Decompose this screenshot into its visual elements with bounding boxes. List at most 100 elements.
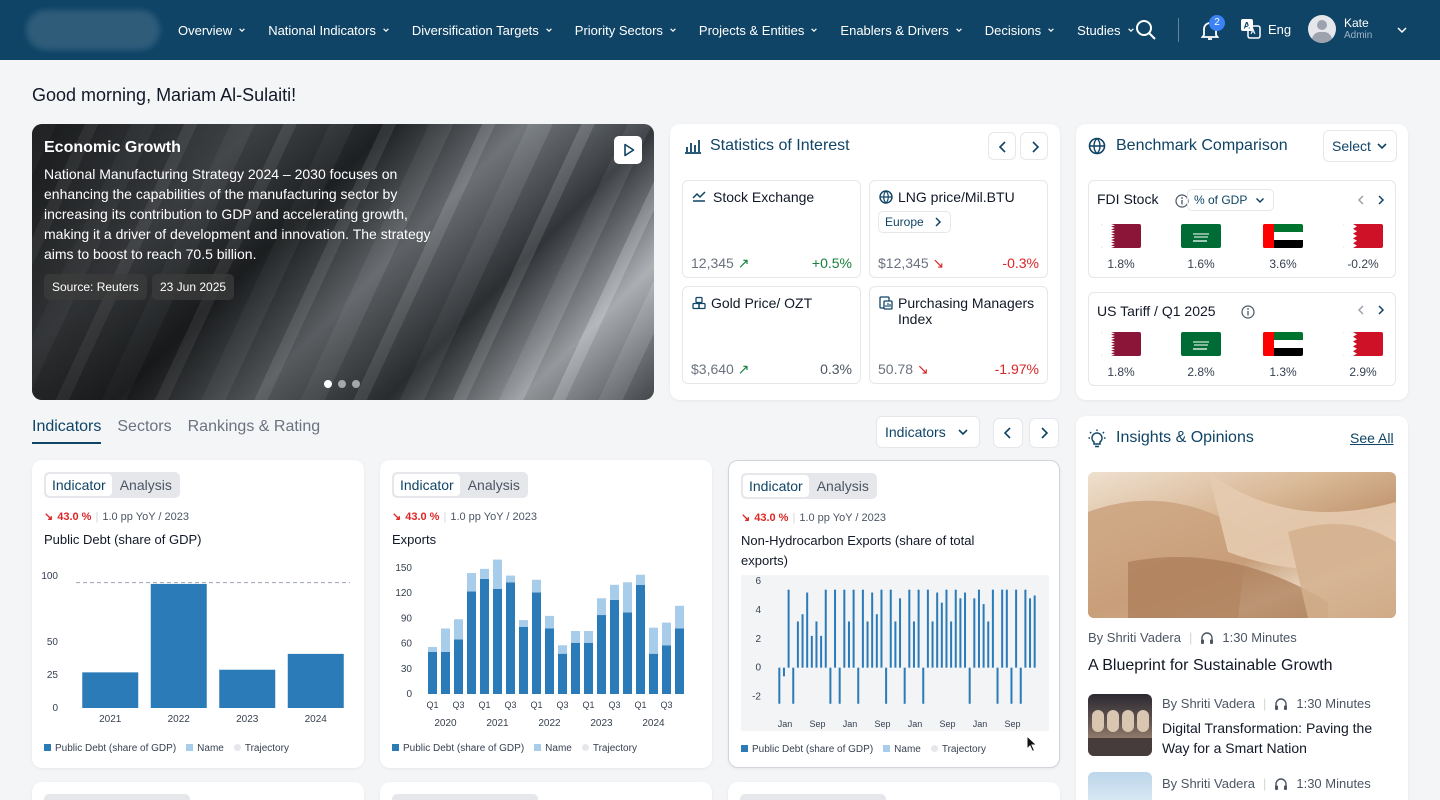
view-toggle[interactable] <box>740 794 886 800</box>
document-chart-icon <box>879 296 893 310</box>
public-debt-chart: 0 25 50 100 2021 2022 2023 2024 <box>41 571 350 725</box>
bar <box>792 667 795 704</box>
toggle-analysis[interactable]: Analysis <box>816 478 869 494</box>
unit-dropdown[interactable]: % of GDP <box>1187 189 1275 211</box>
x-tick-label: 2023 <box>236 714 259 725</box>
stat-value-text: $12,345 <box>878 255 929 271</box>
toggle-indicator[interactable]: Indicator <box>46 474 112 496</box>
bar <box>787 589 790 668</box>
indicator-percent: 43.0 % <box>405 510 440 523</box>
toggle-analysis[interactable]: Analysis <box>119 477 172 493</box>
menu-overview[interactable]: Overview <box>178 23 246 38</box>
translate-icon: A <box>1241 19 1261 39</box>
insight-thumbnail[interactable] <box>1088 694 1152 756</box>
arrow-up-right-icon: ↗ <box>737 361 750 377</box>
indicators-filter[interactable]: Indicators <box>876 416 980 448</box>
stat-change: -0.3% <box>1002 255 1039 271</box>
toggle-indicator[interactable]: Indicator <box>394 474 460 496</box>
chevron-left-icon[interactable] <box>1357 305 1365 315</box>
bar <box>796 621 799 668</box>
see-all-link[interactable]: See All <box>1350 430 1394 446</box>
bar <box>806 592 809 668</box>
user-menu[interactable]: Kate Admin <box>1308 15 1372 43</box>
hero-carousel[interactable]: Economic Growth National Manufacturing S… <box>32 124 654 400</box>
x-tick-label: Q1 <box>478 700 490 710</box>
bar <box>519 626 528 694</box>
prev-button[interactable] <box>993 418 1023 448</box>
chevron-down-icon <box>955 28 962 33</box>
menu-enablers-drivers[interactable]: Enablers & Drivers <box>840 23 962 38</box>
menu-priority-sectors[interactable]: Priority Sectors <box>575 23 677 38</box>
chart-legend: Public Debt (share of GDP) Name Trajecto… <box>44 743 289 754</box>
legend-item: Public Debt (share of GDP) <box>44 743 176 754</box>
menu-national-indicators[interactable]: National Indicators <box>268 23 390 38</box>
menu-projects-entities[interactable]: Projects & Entities <box>699 23 819 38</box>
view-toggle: Indicator Analysis <box>741 473 877 499</box>
stat-change: -1.97% <box>994 361 1039 377</box>
benchmark-select[interactable]: Select <box>1323 130 1397 162</box>
stat-card-stock-exchange[interactable]: Stock Exchange 12,345 ↗ +0.5% <box>682 180 861 278</box>
legend-label: Name <box>894 744 921 755</box>
legend-swatch <box>233 744 241 751</box>
x-tick-label: Sep <box>874 719 890 729</box>
legend-item: Public Debt (share of GDP) <box>741 744 873 755</box>
bar <box>532 579 541 593</box>
separator: | <box>1262 776 1267 791</box>
menu-diversification-targets[interactable]: Diversification Targets <box>412 23 553 38</box>
insight-thumbnail[interactable] <box>1088 772 1152 800</box>
menu-studies[interactable]: Studies <box>1077 23 1134 38</box>
bar <box>597 615 606 694</box>
next-button[interactable] <box>1020 132 1048 160</box>
chevron-right-icon[interactable] <box>1377 305 1385 315</box>
toggle-indicator[interactable]: Indicator <box>743 475 809 497</box>
legend-label: Public Debt (share of GDP) <box>55 743 177 754</box>
stat-card-pmi[interactable]: Purchasing Managers Index 50.78 ↘ -1.97% <box>869 286 1048 384</box>
flag-qatar <box>1101 332 1141 356</box>
bar <box>428 652 437 694</box>
insight-title[interactable]: Digital Transformation: Paving the Way f… <box>1162 720 1373 756</box>
info-icon[interactable] <box>1241 305 1255 319</box>
bar <box>662 645 671 694</box>
bar <box>894 621 897 668</box>
stat-card-lng-price[interactable]: LNG price/Mil.BTU Europe $12,345 ↘ -0.3% <box>869 180 1048 278</box>
carousel-dot[interactable] <box>352 380 360 388</box>
view-toggle[interactable] <box>44 794 190 800</box>
language-switch[interactable]: A Eng <box>1240 18 1291 40</box>
arrow-down-right-icon: ↘ <box>741 512 751 524</box>
stat-card-gold-price[interactable]: Gold Price/ OZT $3,640 ↗ 0.3% <box>682 286 861 384</box>
bar <box>558 645 567 654</box>
carousel-dot[interactable] <box>338 380 346 388</box>
insight-featured-image[interactable] <box>1088 472 1396 618</box>
chevron-right-icon[interactable] <box>1377 195 1385 205</box>
bar <box>82 672 139 708</box>
search-icon[interactable] <box>1134 18 1158 42</box>
bar <box>871 592 874 668</box>
legend-label: Trajectory <box>941 744 986 755</box>
chevron-right-icon <box>935 217 941 227</box>
prev-button[interactable] <box>988 132 1016 160</box>
logo[interactable] <box>26 10 160 50</box>
view-toggle[interactable] <box>392 794 538 800</box>
menu-label: Overview <box>178 22 233 38</box>
chevron-down-icon[interactable] <box>1396 26 1408 34</box>
next-button[interactable] <box>1029 418 1059 448</box>
y-tick-label: 0 <box>406 689 412 700</box>
carousel-dot[interactable] <box>324 380 332 388</box>
tab-sectors[interactable]: Sectors <box>117 418 172 435</box>
toggle-analysis[interactable]: Analysis <box>467 477 520 493</box>
bar <box>467 591 476 694</box>
region-dropdown[interactable]: Europe <box>878 211 951 233</box>
separator: | <box>1188 630 1193 645</box>
play-button[interactable] <box>614 136 642 164</box>
tab-rankings-rating[interactable]: Rankings & Rating <box>187 418 321 435</box>
legend-label: Name <box>545 743 572 754</box>
x-tick-label: Jan <box>843 719 858 729</box>
tab-indicators[interactable]: Indicators <box>32 418 102 444</box>
menu-decisions[interactable]: Decisions <box>985 23 1055 38</box>
y-tick-label: 120 <box>395 588 412 599</box>
bar <box>649 653 658 694</box>
insight-title[interactable]: A Blueprint for Sustainable Growth <box>1088 657 1333 674</box>
chevron-left-icon[interactable] <box>1357 195 1365 205</box>
indicator-card <box>32 782 364 800</box>
headphones-icon <box>1275 697 1288 710</box>
